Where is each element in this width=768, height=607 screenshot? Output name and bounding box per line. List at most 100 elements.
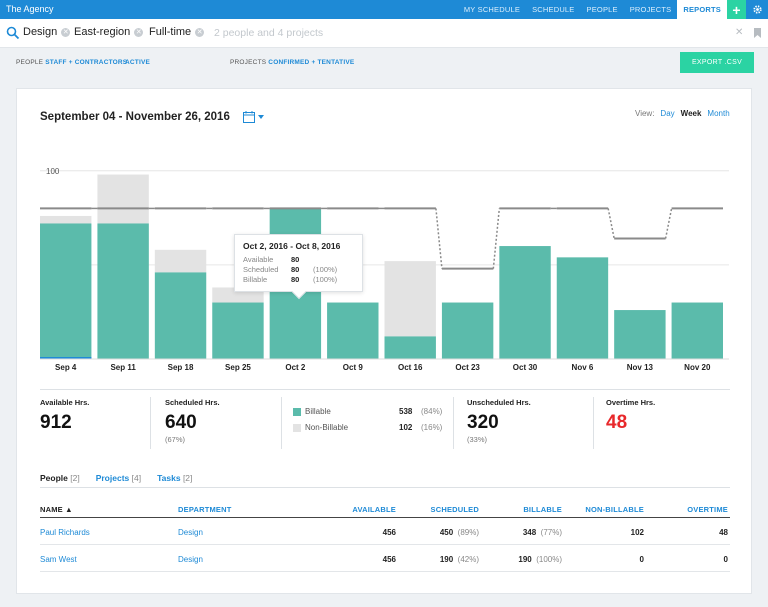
stat-available: Available Hrs. 912: [40, 398, 90, 433]
tab-tasks[interactable]: Tasks [2]: [157, 473, 193, 483]
nav-reports[interactable]: REPORTS: [677, 0, 727, 19]
billable-bar: [154, 272, 207, 359]
column-header-department[interactable]: DEPARTMENT: [178, 505, 232, 514]
remove-chip-icon[interactable]: ✕: [134, 27, 144, 37]
stat-overtime: Overtime Hrs. 48: [606, 398, 656, 433]
billable-bar: [40, 223, 92, 359]
tab-projects[interactable]: Projects [4]: [95, 473, 142, 483]
nav-projects[interactable]: PROJECTS: [629, 5, 672, 14]
stat-unscheduled: Unscheduled Hrs. 320 (33%): [467, 398, 531, 444]
non-billable-bar: [40, 215, 92, 224]
column-header-available[interactable]: AVAILABLE: [352, 505, 396, 514]
remove-chip-icon[interactable]: ✕: [61, 27, 71, 37]
x-tick-label: Oct 2: [285, 363, 306, 372]
view-month[interactable]: Month: [707, 109, 730, 118]
app-title[interactable]: The Agency: [6, 4, 54, 14]
add-button[interactable]: +: [727, 0, 746, 19]
chart-tooltip: Oct 2, 2016 - Oct 8, 2016 Available 80 Sc…: [234, 234, 363, 300]
column-header-billable[interactable]: BILLABLE: [523, 505, 562, 514]
column-header-non-billable[interactable]: NON-BILLABLE: [585, 505, 644, 514]
people-filter[interactable]: PEOPLE STAFF + CONTRACTORS: [16, 59, 128, 66]
x-tick-label: Sep 25: [225, 363, 251, 372]
gear-icon[interactable]: [746, 0, 768, 19]
divider: [281, 397, 282, 449]
clear-filters-icon[interactable]: ✕: [735, 27, 744, 38]
view-day[interactable]: Day: [660, 109, 675, 118]
x-tick-label: Oct 16: [398, 363, 423, 372]
selected-week-marker: [40, 357, 92, 359]
column-header-name[interactable]: NAME ▲: [40, 505, 73, 514]
view-week[interactable]: Week: [680, 109, 702, 118]
divider: [453, 397, 454, 449]
department-link[interactable]: Design: [178, 528, 203, 537]
nav-schedule[interactable]: SCHEDULE: [532, 5, 575, 14]
column-header-overtime[interactable]: OVERTIME: [687, 505, 728, 514]
non-billable-legend: Non-Billable 102 (16%): [293, 423, 442, 432]
divider: [40, 517, 730, 518]
filter-chip-design[interactable]: Design ✕: [23, 26, 71, 38]
y-tick-label: 100: [46, 167, 60, 176]
tooltip-title: Oct 2, 2016 - Oct 8, 2016: [243, 241, 341, 251]
available-connector: [492, 208, 501, 269]
report-options: PEOPLE STAFF + CONTRACTORS ACTIVE PROJEC…: [0, 48, 768, 80]
chevron-down-icon[interactable]: [258, 115, 264, 119]
non-billable-swatch: [293, 423, 301, 432]
billable-bar: [671, 302, 723, 359]
bookmark-icon[interactable]: [754, 28, 761, 38]
main-nav: MY SCHEDULE SCHEDULE PEOPLE PROJECTS REP…: [458, 0, 768, 19]
filter-chip-employment[interactable]: Full-time ✕: [149, 26, 205, 38]
filter-chip-region[interactable]: East-region ✕: [74, 26, 144, 38]
status-filter[interactable]: ACTIVE: [125, 59, 151, 66]
divider: [40, 389, 730, 390]
billable-bar: [212, 302, 264, 359]
x-tick-label: Oct 9: [343, 363, 364, 372]
calendar-icon[interactable]: [243, 111, 255, 123]
billable-bar: [499, 246, 551, 359]
export-csv-button[interactable]: EXPORT .CSV: [680, 52, 754, 73]
top-bar: The Agency MY SCHEDULE SCHEDULE PEOPLE P…: [0, 0, 768, 19]
stat-scheduled: Scheduled Hrs. 640 (67%): [165, 398, 220, 444]
date-range: September 04 - November 26, 2016: [40, 111, 230, 123]
x-tick-label: Sep 11: [110, 363, 136, 372]
view-switch: View: Day Week Month: [635, 109, 730, 118]
billable-bar: [614, 310, 666, 359]
tooltip-row: Available 80: [243, 255, 300, 264]
tooltip-row: Billable 80 (100%): [243, 275, 338, 284]
report-tabs: People [2] Projects [4] Tasks [2]: [40, 473, 192, 488]
x-tick-label: Sep 18: [168, 363, 194, 372]
divider: [40, 571, 730, 572]
view-label: View:: [635, 109, 655, 118]
divider: [593, 397, 594, 449]
billable-bar: [384, 336, 436, 359]
x-tick-label: Oct 23: [455, 363, 480, 372]
projects-filter[interactable]: PROJECTS CONFIRMED + TENTATIVE: [230, 59, 355, 66]
nav-people[interactable]: PEOPLE: [586, 5, 618, 14]
search-icon: [6, 26, 20, 40]
x-tick-label: Nov 6: [572, 363, 594, 372]
x-tick-label: Nov 20: [684, 363, 711, 372]
x-tick-label: Oct 30: [513, 363, 538, 372]
tab-people[interactable]: People [2]: [40, 473, 80, 488]
billable-swatch: [293, 407, 301, 416]
available-connector: [435, 208, 443, 269]
remove-chip-icon[interactable]: ✕: [195, 27, 205, 37]
non-billable-bar: [97, 174, 149, 224]
tooltip-row: Scheduled 80 (100%): [243, 265, 338, 274]
nav-my-schedule[interactable]: MY SCHEDULE: [463, 5, 521, 14]
billable-bar: [441, 302, 494, 359]
person-name-link[interactable]: Paul Richards: [40, 528, 90, 537]
divider: [40, 544, 730, 545]
x-tick-label: Nov 13: [627, 363, 654, 372]
person-name-link[interactable]: Sam West: [40, 555, 77, 564]
billable-bar: [97, 223, 149, 359]
column-header-scheduled[interactable]: SCHEDULED: [430, 505, 479, 514]
available-connector: [664, 208, 673, 239]
billable-bar: [556, 257, 609, 359]
department-link[interactable]: Design: [178, 555, 203, 564]
non-billable-bar: [384, 261, 436, 337]
filter-summary[interactable]: 2 people and 4 projects: [214, 27, 324, 39]
divider: [40, 487, 730, 488]
non-billable-bar: [154, 249, 207, 273]
billable-bar: [327, 302, 379, 359]
